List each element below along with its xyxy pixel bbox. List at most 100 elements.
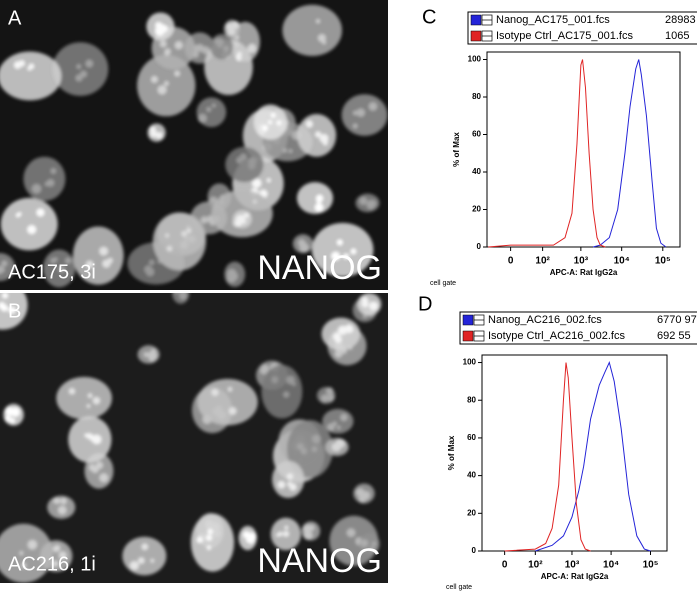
nucleus — [350, 248, 357, 255]
nucleus — [21, 562, 27, 569]
cell-cluster — [52, 42, 109, 96]
nucleus — [4, 415, 12, 422]
nucleus — [19, 551, 24, 556]
nucleus — [369, 301, 379, 311]
nucleus — [211, 388, 219, 397]
nucleus — [359, 196, 368, 206]
nucleus — [276, 120, 282, 126]
nucleus — [277, 480, 286, 489]
panel-letter: C — [422, 6, 436, 28]
nucleus — [68, 387, 76, 395]
cell-cluster — [0, 51, 62, 101]
nucleus — [270, 112, 276, 118]
legend-box — [459, 311, 697, 345]
y-tick-label: 80 — [472, 92, 481, 101]
nucleus — [141, 543, 149, 551]
nucleus — [371, 541, 377, 546]
cell-cluster — [311, 222, 374, 277]
x-tick-label: 10⁴ — [603, 560, 619, 571]
nucleus — [282, 530, 290, 538]
nucleus — [87, 393, 93, 399]
nucleus — [211, 103, 217, 108]
nucleus — [322, 140, 328, 146]
cell-cluster — [0, 523, 53, 583]
nucleus — [159, 40, 167, 48]
nucleus — [277, 531, 283, 537]
legend-box — [467, 11, 697, 45]
cell-cluster — [23, 156, 66, 201]
cell-cluster — [296, 182, 334, 215]
x-tick-label: 10² — [535, 256, 550, 267]
nucleus — [243, 213, 249, 219]
nucleus — [271, 376, 279, 384]
x-tick-label: 10⁵ — [655, 256, 671, 267]
stain-label: NANOG — [257, 249, 382, 287]
nucleus — [200, 114, 207, 120]
nucleus — [305, 120, 314, 128]
footnote: cell gate — [430, 280, 456, 287]
nucleus — [181, 230, 187, 237]
nucleus — [99, 473, 109, 483]
nucleus — [352, 110, 358, 116]
panel-caption: AC175, 3i — [8, 261, 96, 283]
nucleus — [0, 267, 6, 272]
nucleus — [311, 446, 318, 453]
nucleus — [227, 27, 235, 36]
cell-cluster — [341, 94, 388, 136]
nucleus — [321, 40, 327, 45]
nucleus — [60, 497, 67, 505]
nucleus — [64, 257, 72, 264]
y-axis-label: % of Max — [452, 132, 461, 167]
nucleus — [157, 132, 163, 137]
cell-cluster — [39, 540, 73, 572]
histogram-line — [504, 362, 591, 552]
nucleus — [206, 106, 212, 113]
cell-cluster — [272, 460, 305, 499]
nucleus — [205, 534, 213, 541]
nucleus — [156, 23, 165, 32]
cells-a — [0, 4, 388, 288]
nucleus — [326, 393, 335, 402]
histogram-line — [535, 361, 651, 552]
cell-cluster — [261, 364, 303, 419]
y-tick-label: 0 — [477, 242, 482, 251]
plot-frame — [481, 354, 668, 552]
x-tick-label: 10⁵ — [643, 560, 659, 571]
nucleus — [17, 211, 22, 217]
nucleus — [237, 51, 242, 57]
nucleus — [1, 293, 9, 299]
nucleus — [231, 21, 240, 30]
nucleus — [200, 216, 208, 224]
nucleus — [236, 55, 242, 62]
y-tick-label: 20 — [472, 205, 481, 214]
charts: C 0 20 40 60 80 100 0 10² 10³ 10⁴ 10⁵ APC-A: Rat IgG… — [418, 6, 697, 591]
nucleus — [8, 306, 16, 314]
legend-swatch — [470, 30, 482, 42]
nucleus — [44, 181, 50, 187]
nucleus — [242, 219, 247, 224]
nucleus — [174, 70, 181, 77]
nucleus — [360, 539, 368, 546]
nucleus — [76, 63, 82, 70]
nucleus — [334, 349, 343, 358]
nucleus — [331, 442, 342, 452]
x-tick-label: 0 — [508, 256, 514, 267]
nucleus — [287, 481, 293, 487]
nucleus — [150, 75, 159, 84]
x-tick-label: 10³ — [574, 256, 589, 267]
nucleus — [175, 293, 179, 294]
nucleus — [227, 386, 233, 392]
nucleus — [145, 267, 155, 277]
nucleus — [31, 183, 42, 194]
nucleus — [300, 447, 308, 455]
nucleus — [157, 85, 167, 95]
panel-letter: D — [418, 293, 432, 315]
nucleus — [283, 391, 290, 398]
nucleus — [75, 74, 83, 82]
panel-caption: AC216, 1i — [8, 553, 96, 575]
nucleus — [0, 304, 8, 312]
cell-cluster — [286, 420, 333, 478]
y-tick-label: 40 — [467, 471, 476, 480]
legend-stats: 6770 97 — [657, 314, 697, 326]
legend-stats: 1065 — [665, 30, 689, 42]
